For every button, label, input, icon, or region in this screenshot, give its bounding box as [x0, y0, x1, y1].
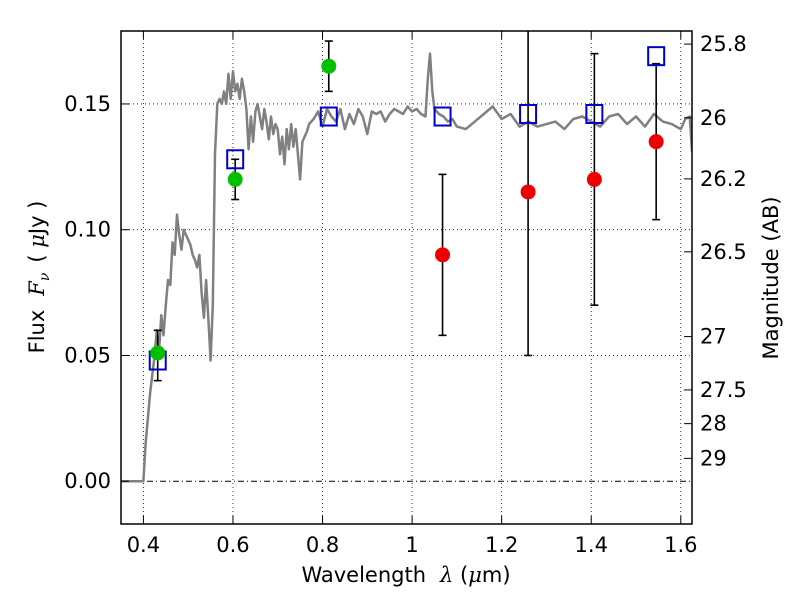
x-tick-label: 0.8	[306, 533, 339, 557]
magnitude-tick-label: 28	[700, 412, 727, 436]
magnitude-tick-label: 25.8	[700, 32, 747, 56]
data-layer	[121, 52, 692, 483]
nondetection-point	[648, 134, 664, 150]
gridlines	[121, 31, 692, 524]
spectrum-line	[121, 52, 692, 483]
magnitude-tick-label: 27	[700, 325, 727, 349]
magnitude-tick-label: 27.5	[700, 378, 747, 402]
nondetection-point	[520, 184, 536, 200]
model-photometry-square	[226, 149, 245, 170]
x-tick-label: 1.2	[485, 533, 518, 557]
errorbar-layer	[148, 31, 666, 382]
y-axis-label: FluxFν( μJy )	[25, 201, 53, 354]
model-photometry-square	[433, 106, 452, 127]
x-tick-label: 1.4	[575, 533, 608, 557]
x-axis-ticks: 0.4 0.6 0.8 1 1.2 1.4 1.6	[127, 31, 698, 557]
magnitude-axis-ticks: 25.8 26 26.2 26.5 27 27.5 28 29	[684, 32, 747, 470]
magnitude-axis-label: Magnitude (AB)	[759, 196, 783, 359]
model-photometry-square	[319, 106, 338, 127]
x-tick-label: 0.6	[216, 533, 249, 557]
nondetection-point	[435, 247, 451, 263]
magnitude-tick-label: 26.2	[700, 167, 747, 191]
x-axis-label: Wavelength λ (μm)	[301, 563, 510, 587]
plot-frame	[120, 30, 693, 525]
model-photometry-square	[585, 104, 604, 125]
magnitude-tick-label: 26.5	[700, 240, 747, 264]
y-axis-ticks: 0.00 0.05 0.10 0.15	[64, 92, 129, 493]
plot-area	[120, 30, 693, 525]
detection-point	[227, 171, 243, 187]
model-photometry-square	[519, 104, 538, 125]
nondetection-point	[586, 171, 602, 187]
x-tick-label: 1.6	[664, 533, 697, 557]
x-tick-label: 0.4	[127, 533, 160, 557]
x-tick-label: 1	[405, 533, 418, 557]
y-tick-label: 0.15	[64, 92, 111, 116]
detection-point	[321, 58, 337, 74]
y-tick-label: 0.10	[64, 218, 111, 242]
y-tick-label: 0.00	[64, 469, 111, 493]
detection-point	[150, 345, 166, 361]
y-tick-label: 0.05	[64, 343, 111, 367]
magnitude-tick-label: 29	[700, 446, 727, 470]
model-photometry-square	[647, 46, 666, 67]
magnitude-tick-label: 26	[700, 106, 727, 130]
